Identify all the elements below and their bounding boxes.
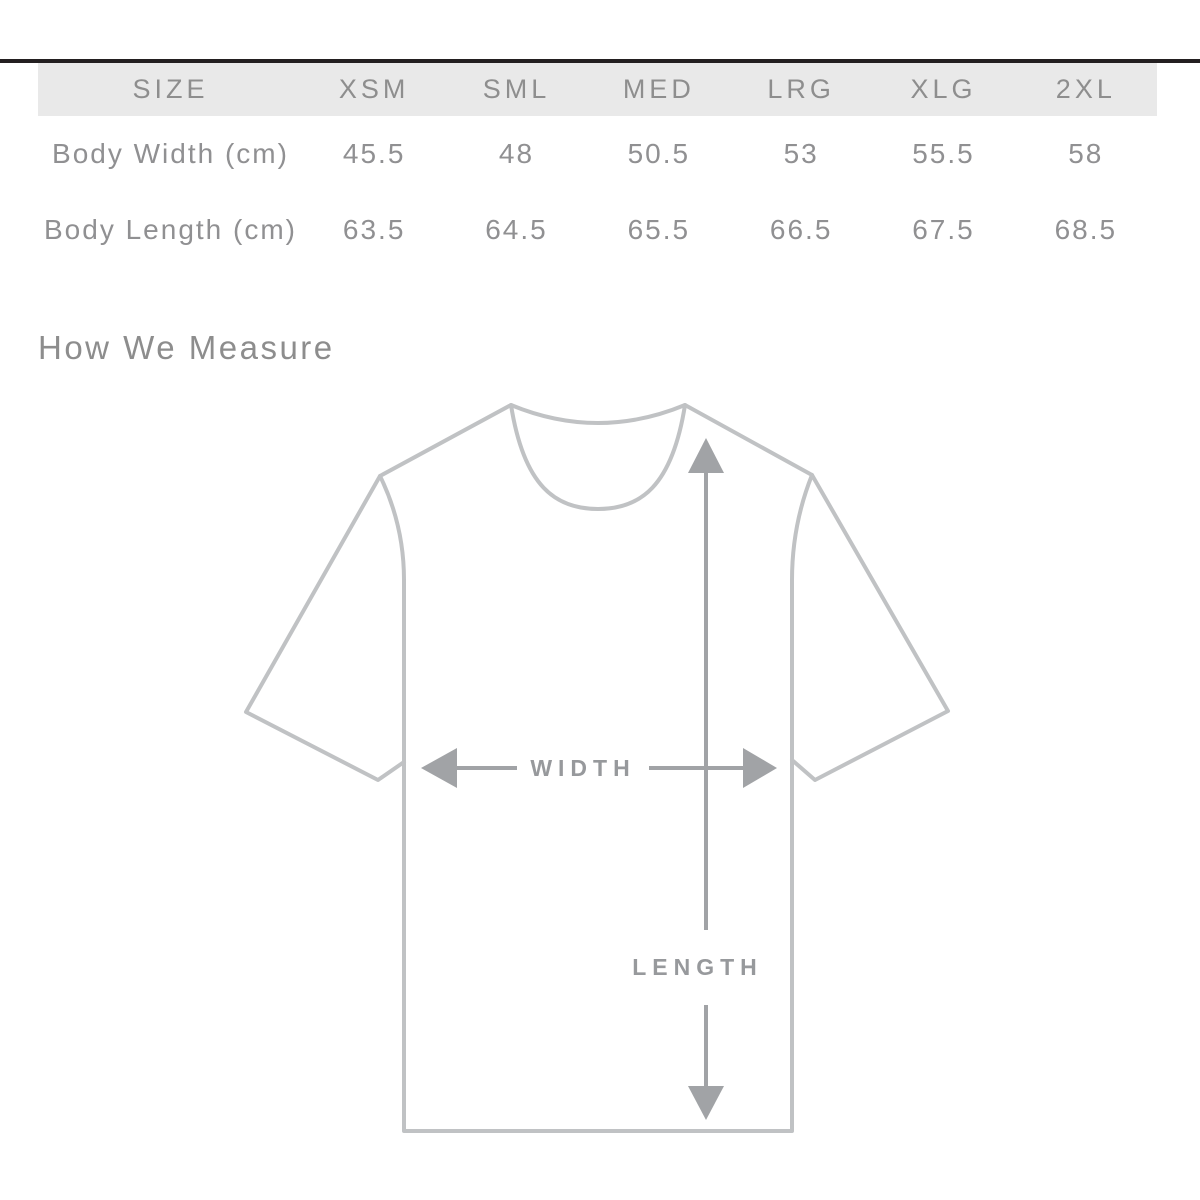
value-cell: 58 [1068,138,1104,169]
value-cell: 64.5 [485,214,548,245]
row-label: Body Width (cm) [52,138,289,169]
header-cell-2xl: 2XL [1055,74,1116,104]
value-cell: 68.5 [1054,214,1118,245]
value-cell: 50.5 [627,138,691,169]
value-cell: 53 [783,138,819,169]
body-length-row: Body Length (cm) 63.5 64.5 65.5 66.5 67.… [38,192,1157,268]
how-we-measure-heading: How We Measure [38,329,335,366]
value-cell: 67.5 [912,214,975,245]
value-cell: 65.5 [627,214,691,245]
header-cell-lrg: LRG [767,74,835,104]
tshirt-outline-icon [244,403,950,1133]
body-width-row: Body Width (cm) 45.5 48 50.5 53 55.5 58 [38,116,1157,192]
width-arrowhead-right-icon [743,748,777,788]
header-cell-xsm: XSM [338,74,410,104]
header-cell-xlg: XLG [910,74,977,104]
value-cell: 55.5 [912,138,975,169]
value-cell: 66.5 [769,214,833,245]
measure-arrows [421,438,777,1120]
value-cell: 63.5 [342,214,406,245]
size-chart-header-row: SIZE XSM SML MED LRG XLG 2XL [38,63,1157,116]
length-arrowhead-up-icon [688,438,724,473]
tshirt-body-outline [378,403,814,1133]
width-label: WIDTH [530,755,636,781]
width-arrowhead-left-icon [421,748,457,788]
tshirt-neckline [509,403,687,511]
length-arrowhead-down-icon [688,1086,724,1120]
header-cell-sml: SML [482,74,551,104]
header-cell-size: SIZE [132,74,209,104]
header-cell-med: MED [622,74,695,104]
top-divider-rule [0,59,1200,63]
tshirt-right-sleeve [790,473,950,782]
length-label: LENGTH [632,954,763,980]
size-chart-table: SIZE XSM SML MED LRG XLG 2XL Body Width … [38,63,1157,268]
row-label: Body Length (cm) [44,214,297,245]
value-cell: 48 [498,138,535,169]
value-cell: 45.5 [342,138,406,169]
tshirt-left-sleeve [244,474,406,782]
